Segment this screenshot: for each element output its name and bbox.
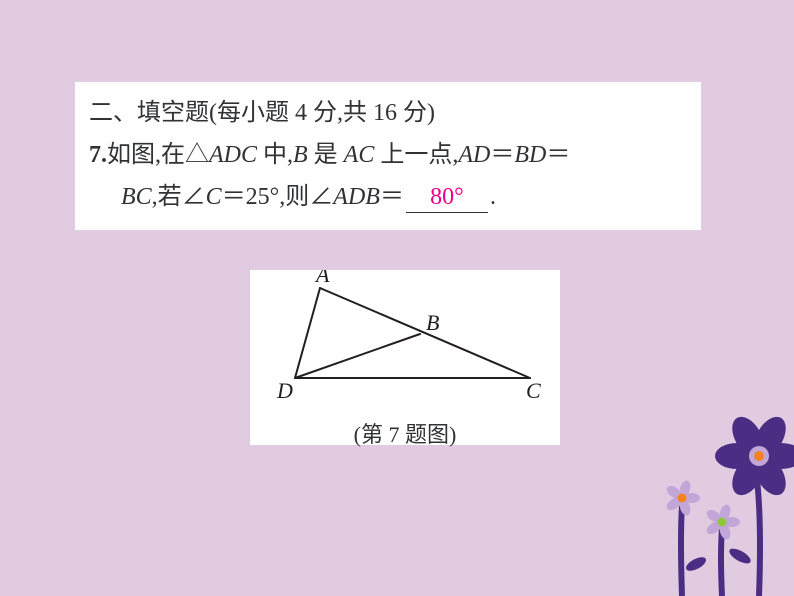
q-period: .: [490, 184, 496, 210]
triangle-diagram: A B D C: [250, 270, 560, 410]
question-line-1: 7.如图,在△ADC 中,B 是 AC 上一点,AD＝BD＝: [89, 134, 687, 176]
answer-value: 80°: [424, 184, 470, 210]
q-text: 中,: [257, 142, 293, 168]
q-text: 如图,在△: [107, 142, 209, 168]
q-text: ＝: [380, 184, 404, 210]
q-math: C: [206, 184, 222, 210]
q-math: AD: [458, 142, 490, 168]
q-math: ADC: [209, 142, 257, 168]
q-math: B: [293, 142, 308, 168]
q-text: 是: [308, 142, 344, 168]
q-text: 上一点,: [374, 142, 458, 168]
question-line-2: BC,若∠C＝25°,则∠ADB＝ 80°.: [89, 176, 687, 218]
diagram-box: ABDC (第 7 题图): [250, 270, 560, 445]
q-math: ADB: [333, 184, 380, 210]
answer-blank: 80°: [406, 183, 488, 213]
svg-text:D: D: [276, 378, 293, 403]
section-heading: 二、填空题(每小题 4 分,共 16 分): [89, 92, 687, 134]
question-number: 7.: [89, 142, 107, 168]
diagram-caption: (第 7 题图): [250, 417, 560, 449]
q-text: ,若∠: [152, 184, 206, 210]
q-text: ＝: [490, 142, 514, 168]
q-math: BC: [121, 184, 152, 210]
q-text: ＝25°,则∠: [222, 184, 334, 210]
q-math: BD: [514, 142, 546, 168]
q-text: ＝: [546, 142, 570, 168]
svg-text:A: A: [314, 270, 330, 287]
q-math: AC: [344, 142, 375, 168]
decorative-flourish: [584, 396, 794, 596]
svg-text:C: C: [526, 378, 541, 403]
svg-text:B: B: [426, 310, 439, 335]
question-text-box: 二、填空题(每小题 4 分,共 16 分) 7.如图,在△ADC 中,B 是 A…: [75, 82, 701, 230]
